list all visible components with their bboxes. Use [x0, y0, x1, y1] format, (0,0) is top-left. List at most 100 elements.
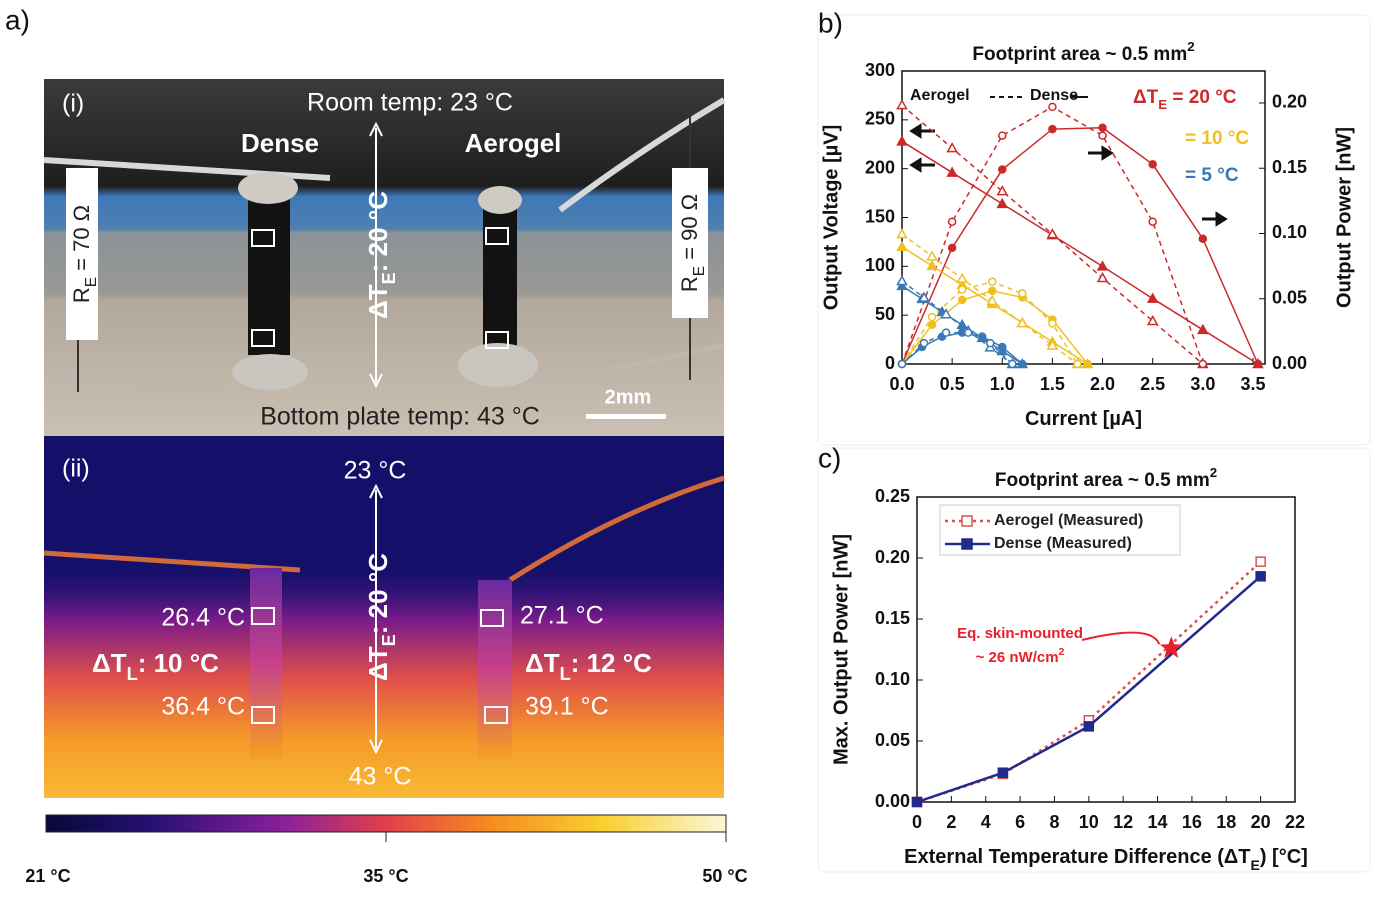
subscript: L — [560, 664, 571, 684]
chart-title: Footprint area ~ 0.5 mm2 — [972, 39, 1194, 65]
series-line — [916, 560, 1262, 804]
point — [986, 294, 999, 306]
y-tick-label: 0 — [885, 353, 895, 373]
point — [1018, 289, 1027, 298]
measure-boxes — [251, 227, 509, 349]
point — [1198, 234, 1208, 243]
direction-arrows — [909, 123, 1228, 227]
text-rest: : 12 °C — [571, 648, 652, 678]
subscript: E — [1158, 97, 1167, 112]
point — [896, 274, 908, 286]
point — [1148, 160, 1157, 169]
x-tick-label: 2.0 — [1090, 374, 1115, 394]
label-box — [66, 168, 98, 340]
point — [927, 312, 937, 322]
plot-frame — [916, 496, 1296, 803]
subscript: E — [83, 277, 100, 287]
text-main: ~ 26 nW/cm — [976, 649, 1059, 666]
point — [956, 318, 968, 330]
point — [1008, 359, 1017, 369]
temp-reading: 39.1 °C — [525, 693, 609, 721]
x-tick-label: 0.0 — [889, 374, 914, 394]
arrows — [369, 483, 383, 755]
temp-reading: 26.4 °C — [161, 604, 245, 632]
point — [1048, 124, 1057, 134]
measure-boxes — [251, 607, 508, 724]
delta-te: ΔTE: 20 °C — [363, 191, 399, 319]
text-main: R — [69, 287, 94, 303]
point — [941, 328, 951, 337]
panel-sublabel: (i) — [62, 90, 84, 118]
colorbar-label: 21 °C — [25, 866, 70, 886]
point — [1148, 217, 1157, 226]
point — [996, 185, 1009, 196]
superscript: 2 — [1187, 39, 1194, 54]
text-rest: = 20 °C — [1167, 87, 1237, 108]
superscript: 2 — [1059, 646, 1065, 658]
bottom-temp: 43 °C — [349, 763, 412, 791]
point — [998, 342, 1007, 352]
series-line — [901, 127, 1259, 365]
text-part: = 5 °C — [1185, 165, 1239, 186]
point — [1096, 272, 1109, 283]
y-tick-label: 50 — [875, 304, 895, 324]
text-main: ΔT — [363, 646, 393, 681]
colorbar-label: 35 °C — [363, 866, 408, 886]
y-tick-label: 150 — [865, 206, 895, 226]
point — [987, 277, 997, 287]
text-main: ΔT — [363, 284, 393, 319]
point — [996, 197, 1009, 209]
point — [1046, 339, 1059, 350]
delta-te: ΔTE: 20 °C — [363, 553, 399, 681]
panel-label: b) — [818, 7, 843, 38]
point — [1255, 556, 1266, 567]
temp-reading: 27.1 °C — [520, 602, 604, 630]
point — [896, 135, 908, 146]
thermal-wire — [43, 475, 725, 583]
dense-label: Dense — [241, 128, 319, 158]
point — [1073, 359, 1082, 369]
point — [896, 99, 908, 110]
x-tick-label: 0 — [912, 812, 922, 832]
point — [918, 291, 930, 302]
photo-background — [44, 79, 724, 436]
top-temp: 23 °C — [344, 457, 407, 485]
x-tick-label: 22 — [1285, 812, 1305, 832]
dense-electrode — [248, 195, 290, 355]
point — [1197, 323, 1209, 335]
y-tick-label: 0.20 — [875, 547, 910, 567]
panel-sublabel: (ii) — [62, 455, 90, 483]
text-rest: = 70 Ω — [69, 205, 94, 277]
point — [1016, 317, 1029, 328]
y-tick-label: 0.15 — [875, 608, 910, 628]
legend-box — [939, 504, 1181, 556]
point — [998, 131, 1007, 140]
point — [946, 142, 958, 153]
x-tick-label: 4 — [981, 812, 991, 832]
point — [1046, 228, 1059, 239]
y-tick-label: 0.25 — [875, 486, 910, 506]
legend-marker — [961, 538, 973, 550]
x-tick-label: 10 — [1079, 812, 1099, 832]
y2-tick-label: 0.05 — [1272, 287, 1307, 307]
point — [1198, 359, 1208, 369]
x-tick-label: 8 — [1049, 812, 1059, 832]
delta-tl: ΔTL: 12 °C — [525, 648, 652, 684]
x-tick-label: 1.5 — [1040, 374, 1065, 394]
point — [1098, 123, 1107, 133]
resistance-label: RE = 70 Ω — [69, 205, 100, 303]
x-axis-label: External Temperature Difference (ΔTE) [°… — [904, 846, 1308, 872]
point — [940, 308, 952, 319]
text-part: Current [µA] — [1025, 408, 1142, 430]
point — [1146, 292, 1159, 303]
x-tick-label: 3.5 — [1240, 374, 1265, 394]
text-rest: : 20 °C — [363, 191, 393, 272]
x-tick-label: 2.5 — [1140, 374, 1165, 394]
temp-reading: 36.4 °C — [161, 693, 245, 721]
delta-tl: ΔTL: 10 °C — [92, 648, 219, 684]
scale-bar — [586, 414, 666, 419]
subscript: E — [379, 272, 399, 284]
legend-label: Dense — [1030, 87, 1078, 104]
x-tick-label: 12 — [1113, 812, 1133, 832]
point — [997, 767, 1009, 778]
